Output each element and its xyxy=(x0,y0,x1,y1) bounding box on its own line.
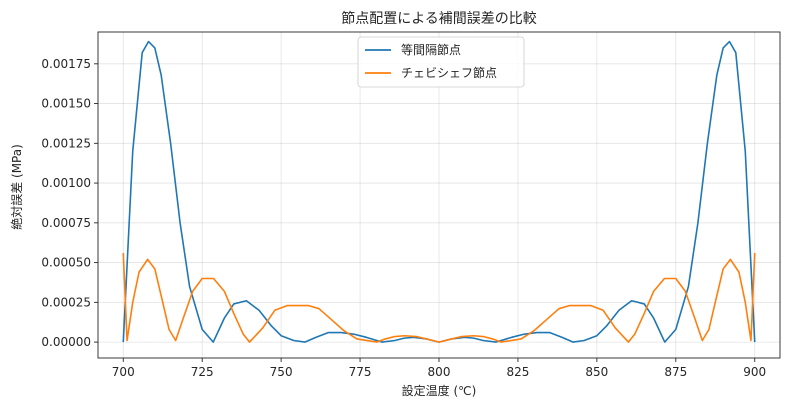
y-tick-label: 0.00000 xyxy=(41,335,91,349)
y-tick-label: 0.00125 xyxy=(41,136,91,150)
chart-title: 節点配置による補間誤差の比較 xyxy=(341,10,537,27)
x-tick-label: 700 xyxy=(112,365,135,379)
y-tick-label: 0.00175 xyxy=(41,57,91,71)
x-tick-label: 800 xyxy=(428,365,451,379)
series-group xyxy=(122,40,756,343)
x-tick-label: 825 xyxy=(506,365,529,379)
y-tick-label: 0.00075 xyxy=(41,216,91,230)
y-tick-label: 0.00100 xyxy=(41,176,91,190)
x-tick-label: 900 xyxy=(743,365,766,379)
x-tick-label: 775 xyxy=(349,365,372,379)
series-line-2 xyxy=(122,253,756,343)
y-tick-label: 0.00025 xyxy=(41,295,91,309)
y-tick-label: 0.00150 xyxy=(41,97,91,111)
x-tick-label: 725 xyxy=(191,365,214,379)
legend-label: 等間隔節点 xyxy=(401,42,461,57)
y-tick-label: 0.00050 xyxy=(41,256,91,270)
x-axis: 700 725 750 775 800 825 850 875 900 xyxy=(112,358,766,379)
x-tick-label: 850 xyxy=(585,365,608,379)
x-axis-label: 設定温度 (℃) xyxy=(402,383,477,398)
x-tick-label: 875 xyxy=(664,365,687,379)
legend-box xyxy=(357,36,525,88)
legend-label: チェビシェフ節点 xyxy=(401,65,497,80)
y-axis: 0.00000 0.00025 0.00050 0.00075 0.00100 0.001… xyxy=(41,57,98,349)
x-tick-label: 750 xyxy=(270,365,293,379)
y-axis-label: 絶対誤差 (MPa) xyxy=(9,144,24,230)
